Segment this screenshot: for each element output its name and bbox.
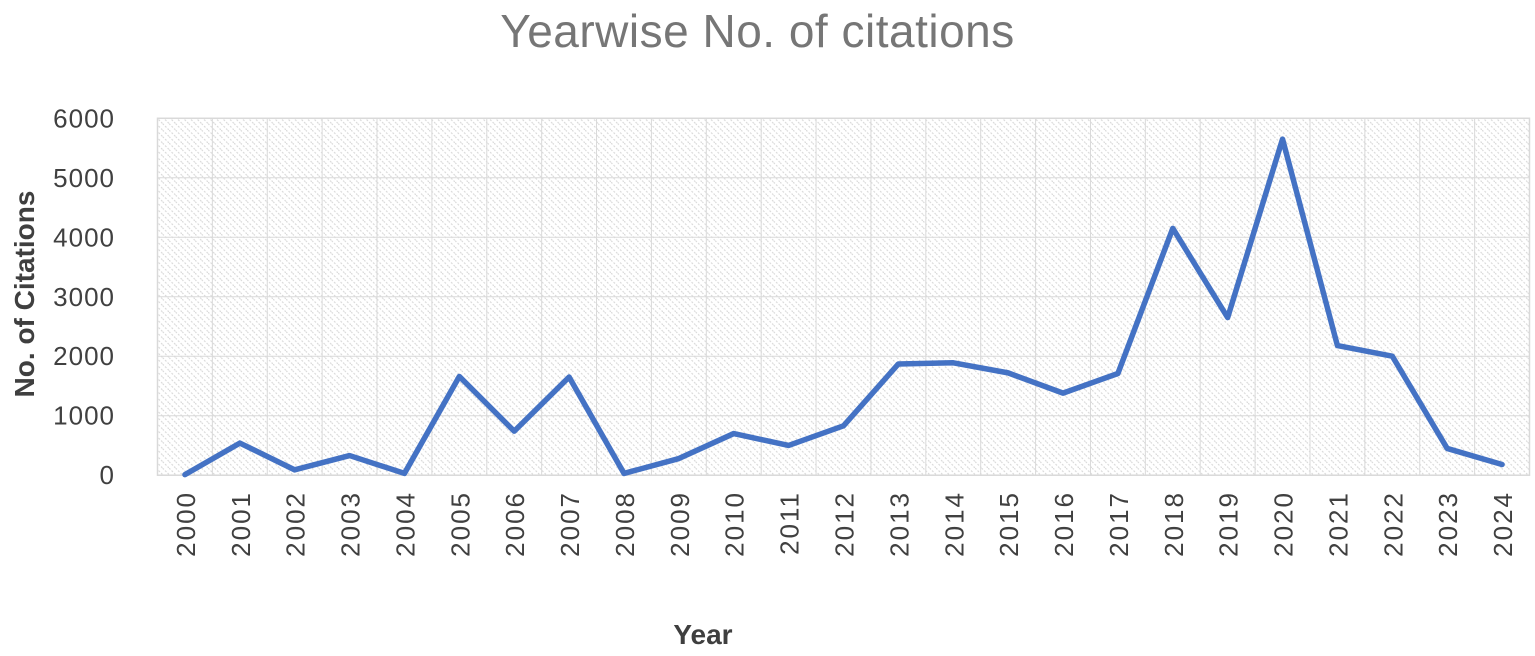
x-tick-label: 2019: [1214, 491, 1244, 557]
x-tick-label: 2006: [500, 491, 530, 557]
x-tick-label: 2002: [281, 491, 311, 557]
x-tick-label: 2023: [1433, 491, 1463, 557]
x-tick-label: 2003: [336, 491, 366, 557]
y-tick-label: 4000: [53, 222, 115, 252]
x-tick-label: 2021: [1323, 491, 1353, 557]
plot-area-border: [156, 117, 1531, 476]
x-tick-label: 2007: [555, 491, 585, 557]
chart-title: Yearwise No. of citations: [500, 5, 1015, 57]
x-tick-label: 2015: [994, 491, 1024, 557]
x-tick-label: 2012: [830, 491, 860, 557]
y-tick-label: 6000: [53, 103, 115, 133]
citations-line-series: [182, 136, 1505, 478]
x-tick-label: 2020: [1269, 491, 1299, 557]
y-axis-tick-labels: 0 1000 2000 3000 4000 5000 6000: [53, 103, 115, 490]
x-tick-label: 2024: [1488, 491, 1518, 557]
y-tick-label: 1000: [53, 401, 115, 431]
x-tick-label: 2011: [775, 491, 805, 555]
x-tick-label: 2016: [1049, 491, 1079, 557]
x-axis-title: Year: [673, 619, 732, 650]
x-tick-label: 2022: [1378, 491, 1408, 557]
x-tick-label: 2000: [171, 491, 201, 557]
y-axis-title: No. of Citations: [9, 191, 40, 398]
x-tick-label: 2008: [610, 491, 640, 557]
y-tick-label: 2000: [53, 341, 115, 371]
x-tick-label: 2013: [884, 491, 914, 557]
y-tick-label: 5000: [53, 163, 115, 193]
x-tick-label: 2001: [226, 491, 256, 557]
x-tick-label: 2010: [720, 491, 750, 557]
x-axis-tick-labels: 2000 2001 2002 2003 2004 2005 2006 2007 2008 2009…: [171, 491, 1518, 557]
x-tick-label: 2014: [939, 491, 969, 557]
x-tick-label: 2004: [390, 491, 420, 557]
x-tick-label: 2017: [1104, 491, 1134, 557]
x-tick-label: 2018: [1159, 491, 1189, 557]
y-tick-label: 3000: [53, 282, 115, 312]
y-tick-label: 0: [100, 460, 115, 490]
x-tick-label: 2005: [445, 491, 475, 557]
x-tick-label: 2009: [665, 491, 695, 557]
